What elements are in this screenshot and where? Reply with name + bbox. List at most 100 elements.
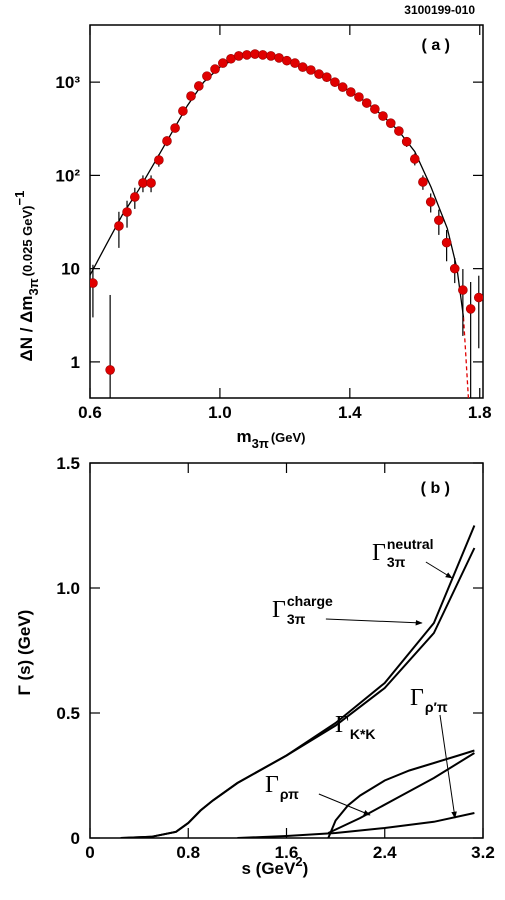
y-tick-label: 10 [61,260,80,279]
data-point [122,207,132,217]
y-tick-label: 1.5 [56,454,80,473]
label-part: s (GeV [242,859,297,878]
label-part: ) [303,859,309,878]
data-point [409,154,420,164]
data-point [321,72,332,82]
data-point [337,82,348,92]
data-point [306,65,316,75]
data-point [146,178,156,188]
label-part: 2 [295,854,302,869]
data-point [449,263,460,274]
data-point [346,87,356,97]
data-point [354,92,364,102]
data-point [378,111,388,121]
data-point [202,71,212,81]
label-part: (0.025 GeV) [20,205,35,276]
data-point [218,58,228,68]
x-tick-label: 0.6 [78,403,102,422]
arrow [425,561,453,579]
arrow [439,714,457,819]
data-point [90,278,98,288]
x-tick-label: 1.4 [338,403,362,422]
y-tick-label: 1.0 [56,579,80,598]
axis-label: m3π (GeV) [237,427,306,451]
series-line [327,752,475,834]
data-point [194,81,204,91]
label-name: Γ [272,597,286,623]
axis-label: s (GeV2) [242,854,309,878]
data-point [170,123,180,133]
data-point [473,292,483,303]
data-point [114,221,124,231]
x-tick-label: 2.4 [373,843,397,862]
x-tick-label: 3.2 [471,843,495,862]
label-name: Γ [372,540,386,566]
data-point [394,126,404,136]
y-tick-label: 0.5 [56,704,80,723]
series-label: Γ3π charge [272,593,333,627]
data-point [154,155,164,165]
data-point [330,77,340,87]
data-point [361,98,372,108]
label-name: Γ [265,772,279,798]
label-part: ΔN / Δm [17,296,36,362]
data-point [266,51,276,61]
panel-label: ( a ) [422,37,450,54]
series-label: ΓK*K [335,712,376,742]
y-axis-label: Γ (s) (GeV) [15,610,34,696]
data-point [210,64,220,74]
y-tick-label: 1 [71,353,80,372]
series-line [327,749,475,838]
data-point [458,285,468,295]
label-sub: 3π [387,554,406,570]
panel-label: ( b ) [421,480,450,497]
series-line [120,547,476,838]
x-tick-label: 1.6 [275,843,299,862]
data-point [370,104,380,114]
y-tick-label: 10³ [55,73,80,92]
plot-area [120,525,476,838]
plot-frame [89,24,484,399]
data-point [186,91,196,101]
label-sup: charge [287,593,333,609]
data-point [138,178,148,188]
data-point [425,197,436,207]
plot-area [90,49,483,398]
data-point [233,51,244,61]
data-point [105,365,115,375]
data-point [297,62,308,72]
figure-id: 3100199-010 [404,3,475,17]
label-part: 3π [252,436,269,451]
label-sub: 3π [287,611,306,627]
data-point [282,55,292,66]
fit-curve [462,317,470,398]
y-tick-label: 10² [55,166,80,185]
series-label: Γρ′π [410,685,448,715]
y-tick-label: 0 [71,829,80,848]
x-tick-label: 1.8 [468,403,492,422]
arrow [325,618,423,626]
plot-frame [89,462,484,839]
data-point [130,192,140,202]
data-point [178,106,188,116]
label-part: 3π [26,278,41,295]
series-line [237,812,475,838]
label-sub: ρ′π [425,699,448,715]
arrow [318,793,371,816]
label-name: Γ [410,685,424,711]
data-point [385,118,396,128]
x-tick-label: 0.8 [176,843,200,862]
x-tick-label: 0 [85,843,94,862]
label-sub: K*K [350,726,376,742]
label-part: −1 [12,191,27,206]
label-name: Γ [335,712,349,738]
data-point [434,215,444,226]
data-point [441,237,452,248]
label-sub: ρπ [280,786,299,802]
label-part: m [237,427,252,446]
data-point [242,50,252,60]
data-point [418,177,428,187]
series-label: Γρπ [265,772,299,802]
